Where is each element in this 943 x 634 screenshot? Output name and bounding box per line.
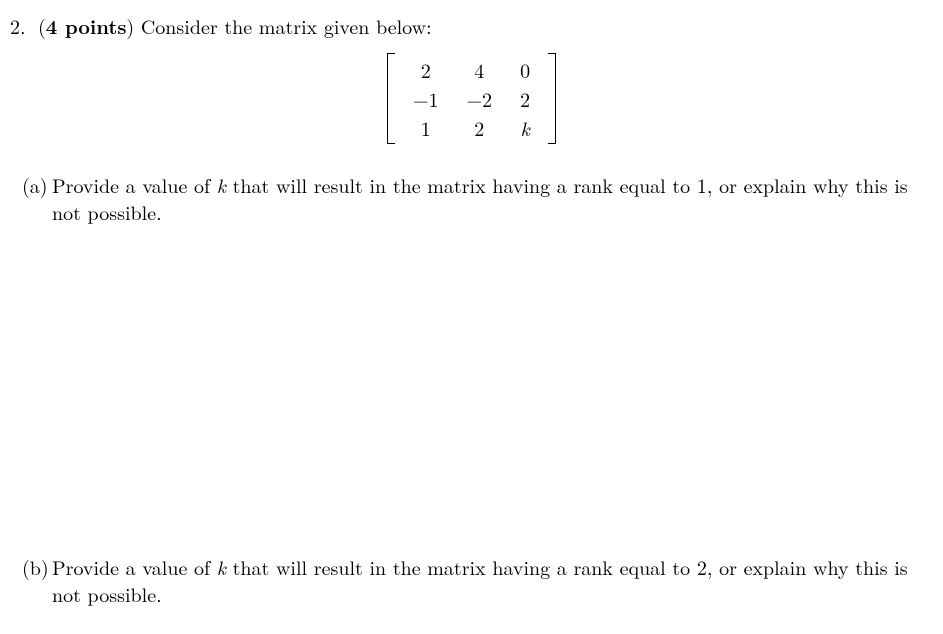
matrix-cell: 0	[506, 55, 544, 84]
matrix-cell: k	[506, 113, 544, 142]
matrix-container: 2 4 0 −1 −2 2 1 2 k	[10, 53, 933, 149]
bracket-right-icon	[548, 53, 556, 144]
matrix-cell: 1	[399, 113, 453, 142]
matrix-cell: 2	[453, 113, 507, 142]
points-open: (	[38, 11, 46, 40]
matrix-cell: 2	[399, 55, 453, 84]
bracket-left-icon	[387, 53, 395, 144]
variable-k: k	[217, 552, 226, 581]
part-a-label: (a)	[22, 171, 52, 198]
part-b-text: Provide a value of k that will result in…	[52, 552, 908, 608]
question-header: 2.(4 points) Consider the matrix given b…	[10, 12, 933, 39]
table-row: −1 −2 2	[399, 84, 544, 113]
matrix-cell: 4	[453, 55, 507, 84]
question-number: 2.	[10, 12, 38, 39]
table-row: 2 4 0	[399, 55, 544, 84]
matrix-cell: −2	[453, 84, 507, 113]
table-row: 1 2 k	[399, 113, 544, 142]
matrix: 2 4 0 −1 −2 2 1 2 k	[387, 53, 556, 144]
part-a-text: Provide a value of k that will result in…	[52, 170, 908, 226]
part-b: (b)Provide a value of k that will result…	[10, 553, 933, 607]
part-b-label: (b)	[22, 553, 52, 580]
variable-k: k	[217, 170, 226, 199]
points-text: 4 points	[46, 11, 127, 40]
question-intro: Consider the matrix given below:	[134, 11, 431, 40]
matrix-cell: 2	[506, 84, 544, 113]
matrix-cell: −1	[399, 84, 453, 113]
page: 2.(4 points) Consider the matrix given b…	[0, 0, 943, 607]
part-a: (a)Provide a value of k that will result…	[10, 171, 933, 225]
matrix-table: 2 4 0 −1 −2 2 1 2 k	[399, 55, 544, 142]
